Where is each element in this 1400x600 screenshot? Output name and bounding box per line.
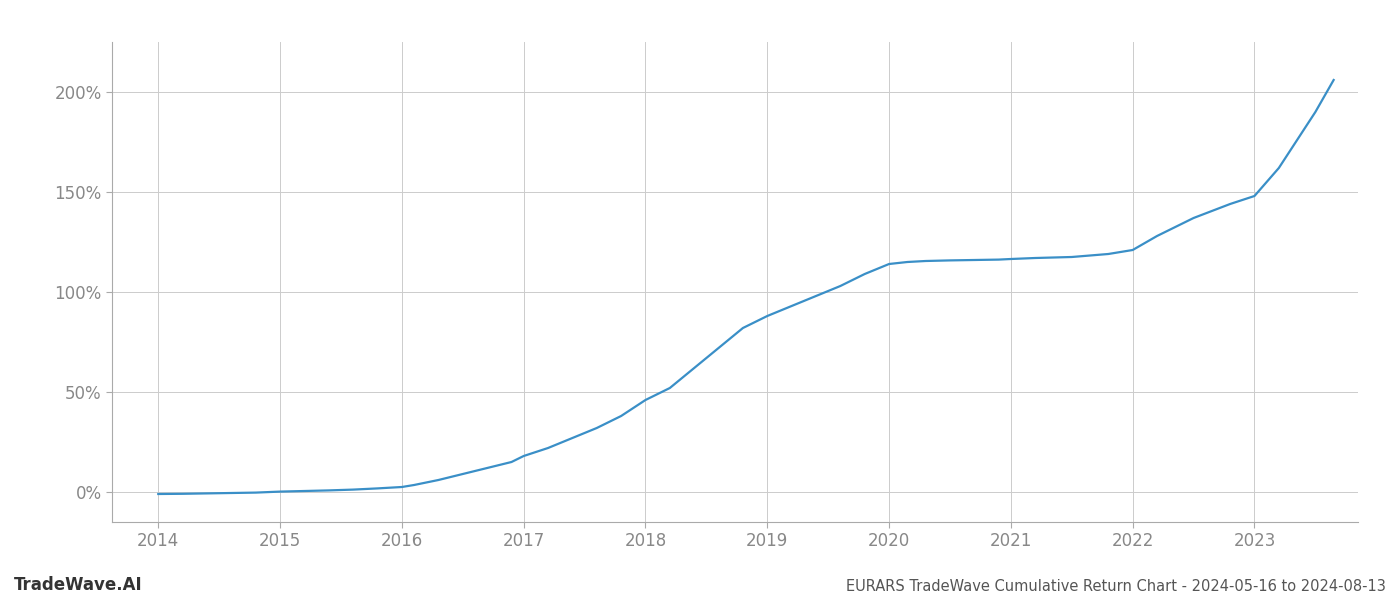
Text: TradeWave.AI: TradeWave.AI <box>14 576 143 594</box>
Text: EURARS TradeWave Cumulative Return Chart - 2024-05-16 to 2024-08-13: EURARS TradeWave Cumulative Return Chart… <box>846 579 1386 594</box>
